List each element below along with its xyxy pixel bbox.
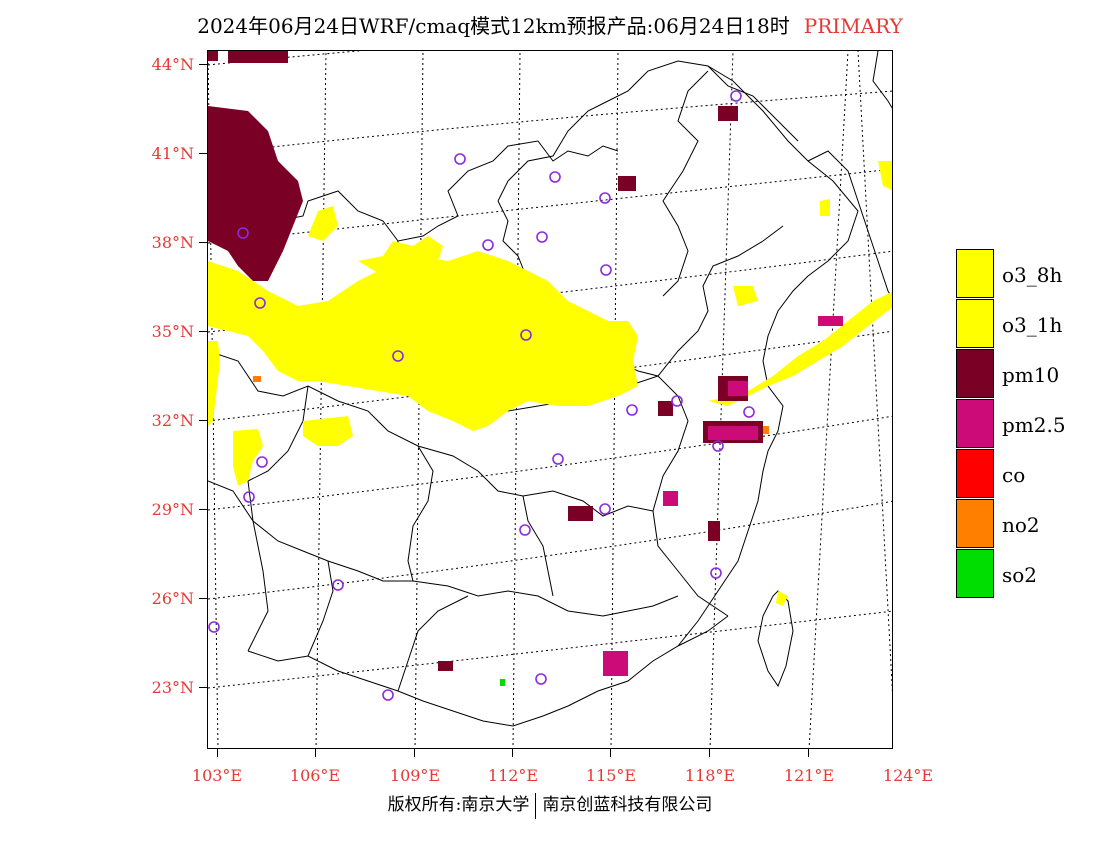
map-title: 2024年06月24日WRF/cmaq模式12km预报产品:06月24日18时 P…: [0, 10, 1100, 39]
legend-label: so2: [1002, 563, 1038, 587]
lat-label-23: 23°N: [151, 678, 194, 697]
lon-tick: [414, 749, 415, 757]
lon-tick: [315, 749, 316, 757]
legend-swatch: [956, 549, 994, 598]
lon-label-106: 106°E: [289, 766, 341, 785]
lat-label-41: 41°N: [151, 144, 194, 163]
copyright-left: 版权所有:南京大学: [387, 795, 530, 815]
lat-tick: [199, 687, 207, 688]
lon-label-112: 112°E: [487, 766, 539, 785]
lat-label-32: 32°N: [151, 411, 194, 430]
legend-label: no2: [1002, 513, 1040, 537]
legend-label: o3_1h: [1002, 313, 1063, 337]
pollutant-layer: [208, 51, 892, 686]
legend-swatch: [956, 299, 994, 348]
title-text: 2024年06月24日WRF/cmaq模式12km预报产品:06月24日18时: [197, 14, 790, 38]
lat-tick: [199, 242, 207, 243]
lat-label-26: 26°N: [151, 589, 194, 608]
lat-tick: [199, 420, 207, 421]
map-panel[interactable]: [207, 50, 893, 749]
lon-tick: [709, 749, 710, 757]
copyright-footer: 版权所有:南京大学 南京创蓝科技有限公司: [0, 790, 1100, 819]
lon-label-121: 121°E: [783, 766, 835, 785]
legend-swatch: [956, 399, 994, 448]
lat-tick: [199, 509, 207, 510]
title-tag: PRIMARY: [803, 14, 903, 38]
lon-label-103: 103°E: [191, 766, 243, 785]
lat-tick: [199, 598, 207, 599]
legend-label: pm2.5: [1002, 413, 1066, 437]
lon-label-115: 115°E: [585, 766, 637, 785]
legend-swatch: [956, 249, 994, 298]
lon-tick: [512, 749, 513, 757]
lon-label-124: 124°E: [882, 766, 934, 785]
lat-tick: [199, 153, 207, 154]
lat-label-35: 35°N: [151, 322, 194, 341]
legend-label: o3_8h: [1002, 263, 1063, 287]
lat-label-29: 29°N: [151, 500, 194, 519]
footer-separator: [535, 792, 537, 819]
legend-swatch: [956, 499, 994, 548]
lat-label-38: 38°N: [151, 233, 194, 252]
lon-tick: [610, 749, 611, 757]
lon-label-118: 118°E: [684, 766, 736, 785]
lat-tick: [199, 64, 207, 65]
legend-label: co: [1002, 463, 1026, 487]
copyright-right: 南京创蓝科技有限公司: [542, 795, 713, 815]
lat-tick: [199, 331, 207, 332]
lon-tick: [217, 749, 218, 757]
legend-label: pm10: [1002, 363, 1060, 387]
map-canvas: [208, 51, 892, 748]
station-markers: [208, 90, 755, 701]
legend-swatch: [956, 349, 994, 398]
lon-tick: [808, 749, 809, 757]
legend-swatch: [956, 449, 994, 498]
lat-label-44: 44°N: [151, 55, 194, 74]
lon-label-109: 109°E: [389, 766, 441, 785]
